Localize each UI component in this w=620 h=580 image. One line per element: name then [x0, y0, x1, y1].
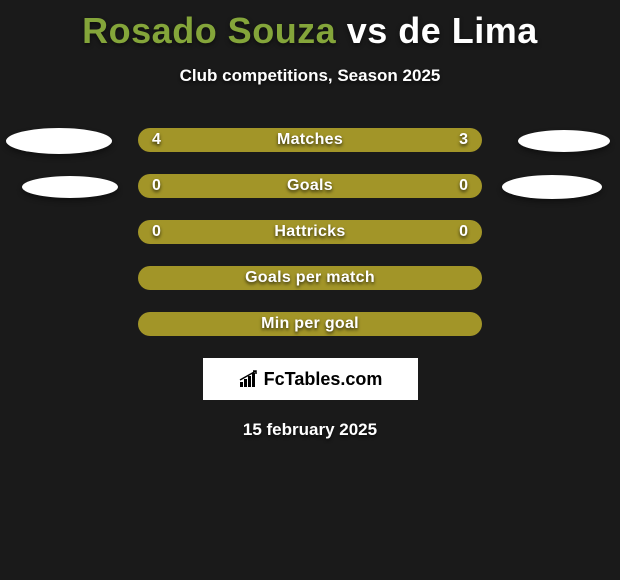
player2-name: de Lima: [398, 10, 538, 51]
subtitle: Club competitions, Season 2025: [0, 66, 620, 86]
chart-icon: [238, 370, 260, 388]
right-value: 0: [459, 177, 468, 195]
left-value: 0: [152, 223, 161, 241]
left-ellipse: [22, 176, 118, 198]
logo-suffix: Tables.com: [285, 369, 383, 389]
right-value: 0: [459, 223, 468, 241]
stat-label: Goals per match: [245, 269, 375, 287]
stat-row: 4 Matches 3: [0, 128, 620, 152]
date: 15 february 2025: [0, 420, 620, 440]
stat-bar: Min per goal: [138, 312, 482, 336]
stat-bar: 0 Hattricks 0: [138, 220, 482, 244]
player1-name: Rosado Souza: [82, 10, 336, 51]
stat-row: 0 Hattricks 0: [0, 220, 620, 244]
logo-prefix: Fc: [264, 369, 285, 389]
left-ellipse: [6, 128, 112, 154]
stat-bar: Goals per match: [138, 266, 482, 290]
left-value: 0: [152, 177, 161, 195]
stat-row: Goals per match: [0, 266, 620, 290]
right-ellipse: [502, 175, 602, 199]
stat-row: Min per goal: [0, 312, 620, 336]
fctables-logo: FcTables.com: [203, 358, 418, 400]
logo-text: FcTables.com: [264, 369, 383, 390]
comparison-title: Rosado Souza vs de Lima: [0, 0, 620, 52]
stat-bar: 0 Goals 0: [138, 174, 482, 198]
stat-label: Hattricks: [274, 223, 345, 241]
stat-label: Goals: [287, 177, 333, 195]
stat-bar: 4 Matches 3: [138, 128, 482, 152]
stat-label: Min per goal: [261, 315, 359, 333]
left-value: 4: [152, 131, 161, 149]
right-ellipse: [518, 130, 610, 152]
vs-text: vs: [347, 10, 388, 51]
stat-row: 0 Goals 0: [0, 174, 620, 198]
stat-rows: 4 Matches 3 0 Goals 0 0 Hattricks 0 Goals per mat…: [0, 128, 620, 336]
right-value: 3: [459, 131, 468, 149]
stat-label: Matches: [277, 131, 343, 149]
